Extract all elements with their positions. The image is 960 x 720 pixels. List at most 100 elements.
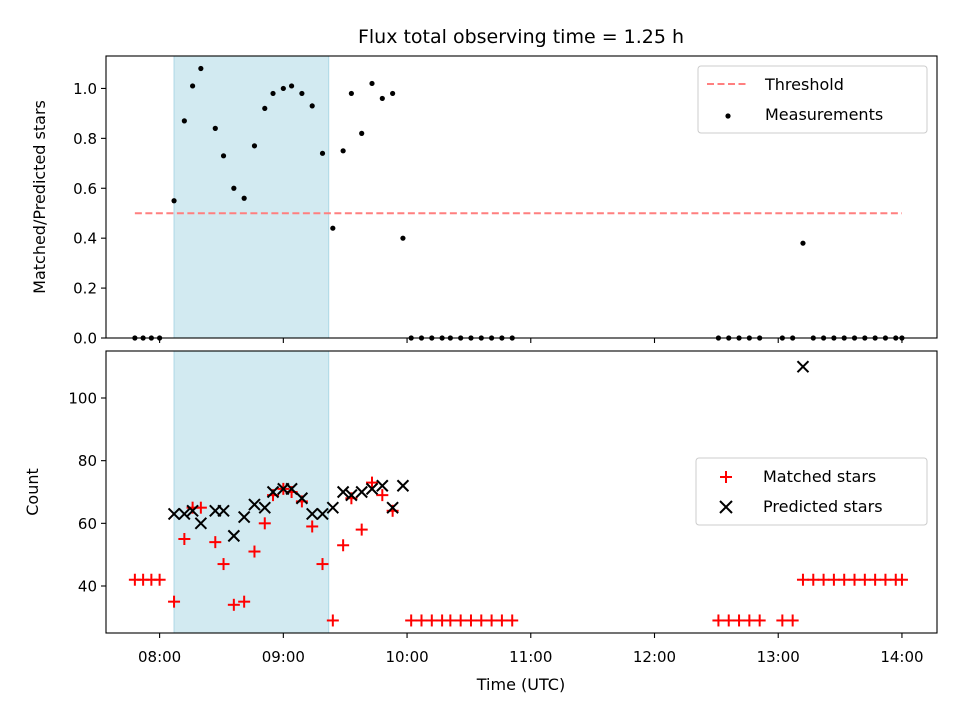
- bottom-legend: Matched stars Predicted stars: [695, 457, 928, 526]
- measurement-point: [299, 90, 305, 97]
- matched-star-point: [306, 520, 319, 533]
- predicted-star-point: [258, 501, 271, 514]
- matched-star-point: [506, 614, 519, 627]
- top-measurement-points: [132, 65, 905, 341]
- top-y-axis-label: Matched/Predicted stars: [30, 100, 49, 294]
- predicted-star-point: [345, 488, 358, 502]
- measurement-point: [212, 125, 218, 131]
- matched-star-point: [848, 573, 861, 586]
- legend-matched-swatch: [720, 471, 732, 483]
- matched-star-point: [753, 614, 766, 627]
- x-axis-label: Time (UTC): [476, 675, 565, 694]
- matched-star-point: [895, 573, 908, 586]
- matched-star-point: [238, 595, 251, 608]
- top-y-tick-label: 0.2: [73, 280, 97, 298]
- shaded-observing-span: [173, 55, 330, 339]
- matched-star-point: [209, 536, 222, 549]
- predicted-stars-points: [167, 360, 810, 543]
- matched-star-point: [733, 614, 746, 627]
- matched-star-point: [858, 573, 871, 586]
- matched-star-point: [722, 614, 735, 627]
- x-tick-label: 11:00: [509, 648, 552, 666]
- matched-star-point: [475, 614, 488, 627]
- matched-star-point: [454, 614, 467, 627]
- bottom-y-tick-label: 80: [78, 452, 97, 470]
- measurement-point: [359, 130, 365, 136]
- matched-star-point: [425, 614, 438, 627]
- matched-star-point: [376, 489, 389, 502]
- matched-star-point: [405, 614, 418, 627]
- predicted-star-point: [316, 507, 329, 521]
- top-y-tick-label: 0.0: [73, 330, 97, 348]
- bottom-panel: 40 60 80 100 08:00 09:00 10:00 11:00 12:00 13:00…: [23, 350, 938, 694]
- matched-star-point: [485, 614, 498, 627]
- predicted-star-point: [326, 501, 340, 514]
- matched-star-point: [869, 573, 882, 586]
- bottom-y-tick-label: 60: [78, 515, 97, 533]
- predicted-star-point: [796, 360, 810, 373]
- top-legend-box: [697, 65, 928, 134]
- matched-star-point: [178, 533, 191, 545]
- matched-star-point: [355, 523, 368, 536]
- top-legend: Threshold Measurements: [697, 65, 928, 134]
- bottom-y-tick-label: 100: [68, 390, 97, 408]
- predicted-star-point: [217, 504, 230, 518]
- measurement-point: [800, 240, 806, 246]
- matched-star-point: [796, 573, 809, 586]
- predicted-star-point: [396, 479, 410, 492]
- top-y-tick-label: 0.6: [73, 180, 97, 198]
- top-y-tick-label: 0.4: [73, 230, 97, 248]
- bottom-x-axis: 08:00 09:00 10:00 11:00 12:00 13:00 14:00: [138, 633, 924, 666]
- predicted-star-point: [237, 510, 251, 524]
- x-tick-label: 12:00: [633, 648, 676, 666]
- matched-star-point: [366, 476, 379, 489]
- matched-star-point: [227, 598, 240, 611]
- x-tick-label: 10:00: [385, 648, 428, 666]
- predicted-star-point: [376, 479, 389, 492]
- predicted-star-point: [336, 485, 350, 499]
- measurement-point: [220, 153, 227, 159]
- measurement-point: [400, 235, 406, 241]
- predicted-star-point: [355, 485, 368, 499]
- predicted-star-point: [266, 485, 280, 499]
- matched-star-point: [712, 614, 725, 627]
- matched-star-point: [316, 558, 329, 571]
- matched-star-point: [464, 614, 477, 627]
- measurement-point: [231, 185, 237, 191]
- top-x-ticks: [159, 338, 903, 343]
- top-y-tick-label: 0.8: [73, 130, 97, 148]
- matched-star-point: [248, 545, 261, 558]
- legend-measurements-label: Measurements: [765, 105, 883, 124]
- figure-title: Flux total observing time = 1.25 h: [358, 26, 684, 48]
- measurement-point: [390, 90, 396, 97]
- matched-star-point: [326, 614, 339, 627]
- measurement-point: [251, 143, 258, 149]
- measurement-point: [181, 118, 187, 124]
- matched-star-point: [776, 614, 789, 627]
- predicted-star-point: [305, 507, 319, 521]
- x-tick-label: 09:00: [262, 648, 305, 666]
- top-y-tick-label: 1.0: [73, 80, 97, 98]
- bottom-y-axis-label: Count: [23, 468, 42, 516]
- legend-measurements-swatch: [725, 113, 731, 119]
- predicted-star-point: [178, 507, 191, 521]
- top-shaded-span: [173, 55, 330, 339]
- matched-star-point: [217, 558, 230, 571]
- top-y-axis: 0.0 0.2 0.4 0.6 0.8 1.0: [73, 80, 106, 348]
- matched-star-point: [168, 595, 181, 608]
- measurement-point: [262, 105, 268, 112]
- matched-star-point: [337, 539, 350, 552]
- matched-star-point: [817, 573, 830, 586]
- measurement-point: [319, 150, 326, 156]
- predicted-star-point: [295, 492, 309, 505]
- measurement-point: [379, 95, 385, 102]
- bottom-legend-box: [695, 457, 928, 526]
- x-tick-label: 08:00: [138, 648, 181, 666]
- matched-star-point: [786, 614, 799, 627]
- measurement-point: [288, 83, 295, 89]
- matched-star-point: [827, 573, 840, 586]
- legend-matched-label: Matched stars: [763, 467, 876, 486]
- predicted-star-point: [227, 529, 241, 543]
- legend-threshold-label: Threshold: [764, 75, 844, 94]
